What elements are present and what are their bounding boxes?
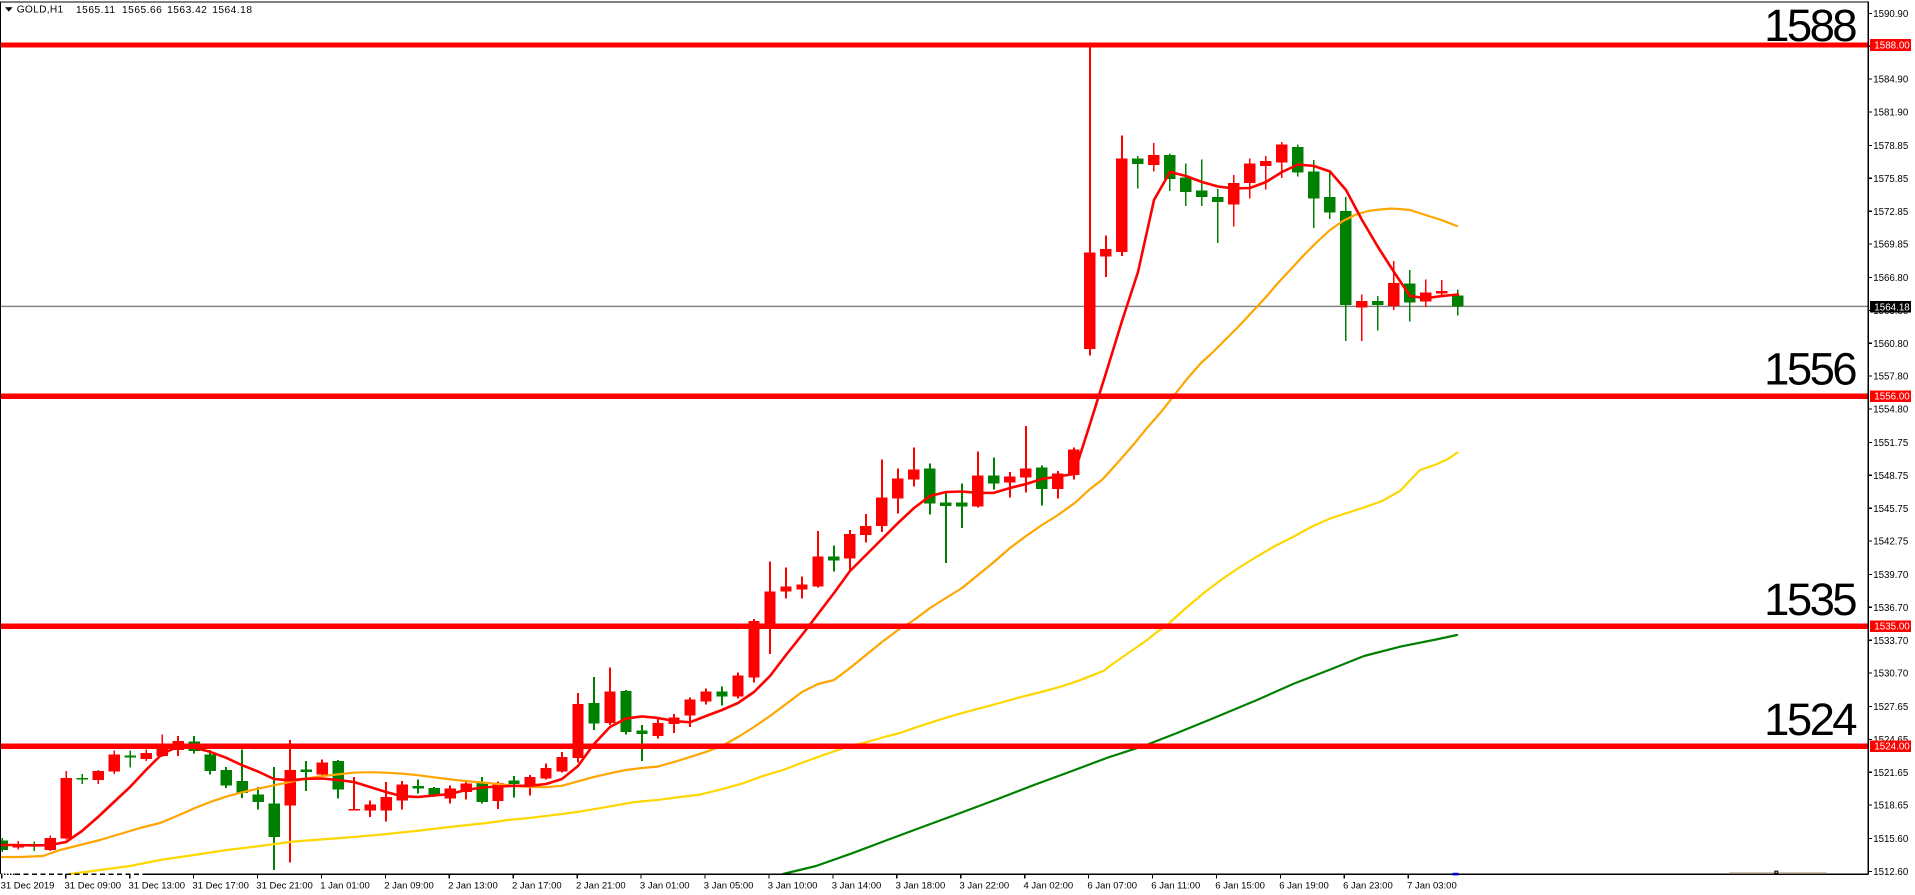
svg-text:2 Jan 13:00: 2 Jan 13:00 [448,880,498,891]
svg-text:2 Jan 21:00: 2 Jan 21:00 [576,880,626,891]
svg-text:GOLD,H1: GOLD,H1 [17,5,64,16]
svg-text:1542.75: 1542.75 [1873,537,1908,548]
svg-text:1533.70: 1533.70 [1873,636,1909,647]
svg-text:31 Dec 17:00: 31 Dec 17:00 [192,880,249,891]
svg-text:1524.00: 1524.00 [1874,742,1910,753]
svg-text:1565.11: 1565.11 [76,5,116,16]
svg-text:1565.66: 1565.66 [122,5,162,16]
svg-text:1548.75: 1548.75 [1873,471,1908,482]
svg-text:1581.90: 1581.90 [1873,108,1909,119]
svg-text:1584.90: 1584.90 [1873,75,1909,86]
svg-text:3 Jan 14:00: 3 Jan 14:00 [832,880,882,891]
svg-text:1518.65: 1518.65 [1873,801,1908,812]
svg-text:4 Jan 02:00: 4 Jan 02:00 [1024,880,1074,891]
svg-text:31 Dec 2019: 31 Dec 2019 [1,880,55,891]
svg-text:31 Dec 13:00: 31 Dec 13:00 [129,880,186,891]
svg-text:1536.70: 1536.70 [1873,603,1909,614]
svg-text:1564.18: 1564.18 [1874,302,1910,313]
svg-text:3 Jan 22:00: 3 Jan 22:00 [960,880,1010,891]
svg-text:1535.00: 1535.00 [1874,622,1910,633]
svg-text:1524: 1524 [1764,694,1856,745]
svg-text:6 Jan 11:00: 6 Jan 11:00 [1151,880,1200,891]
svg-text:1566.80: 1566.80 [1873,273,1909,284]
svg-text:1556.00: 1556.00 [1874,392,1910,403]
svg-text:1527.65: 1527.65 [1873,702,1908,713]
svg-text:1578.85: 1578.85 [1873,141,1908,152]
svg-text:1512.60: 1512.60 [1873,867,1909,878]
svg-text:1551.75: 1551.75 [1873,438,1908,449]
svg-text:1556: 1556 [1764,344,1856,395]
svg-text:1588.00: 1588.00 [1874,41,1910,52]
svg-text:1563.42: 1563.42 [167,5,207,16]
svg-text:1564.18: 1564.18 [212,5,252,16]
svg-text:1590.90: 1590.90 [1873,9,1909,20]
svg-text:1539.70: 1539.70 [1873,570,1909,581]
svg-text:3 Jan 18:00: 3 Jan 18:00 [896,880,946,891]
svg-text:1560.80: 1560.80 [1873,339,1909,350]
svg-text:3 Jan 01:00: 3 Jan 01:00 [640,880,690,891]
svg-text:1530.70: 1530.70 [1873,669,1909,680]
svg-text:3 Jan 10:00: 3 Jan 10:00 [768,880,818,891]
svg-text:1554.80: 1554.80 [1873,405,1909,416]
svg-text:6 Jan 15:00: 6 Jan 15:00 [1215,880,1265,891]
svg-text:1521.65: 1521.65 [1873,768,1908,779]
svg-text:1557.80: 1557.80 [1873,372,1909,383]
svg-text:6 Jan 07:00: 6 Jan 07:00 [1087,880,1137,891]
svg-text:2 Jan 17:00: 2 Jan 17:00 [512,880,562,891]
svg-text:31 Dec 09:00: 31 Dec 09:00 [65,880,122,891]
svg-text:6 Jan 23:00: 6 Jan 23:00 [1343,880,1393,891]
svg-text:1588: 1588 [1764,0,1856,51]
svg-text:1 Jan 01:00: 1 Jan 01:00 [320,880,370,891]
svg-text:1572.85: 1572.85 [1873,207,1908,218]
svg-text:2 Jan 09:00: 2 Jan 09:00 [384,880,434,891]
svg-text:31 Dec 21:00: 31 Dec 21:00 [256,880,313,891]
svg-text:7 Jan 03:00: 7 Jan 03:00 [1407,880,1457,891]
svg-text:3 Jan 05:00: 3 Jan 05:00 [704,880,754,891]
svg-text:6 Jan 19:00: 6 Jan 19:00 [1279,880,1329,891]
svg-text:1535: 1535 [1764,574,1856,625]
svg-text:1575.85: 1575.85 [1873,174,1908,185]
svg-text:1569.85: 1569.85 [1873,240,1908,251]
svg-text:1545.75: 1545.75 [1873,504,1908,515]
svg-text:1515.60: 1515.60 [1873,834,1909,845]
